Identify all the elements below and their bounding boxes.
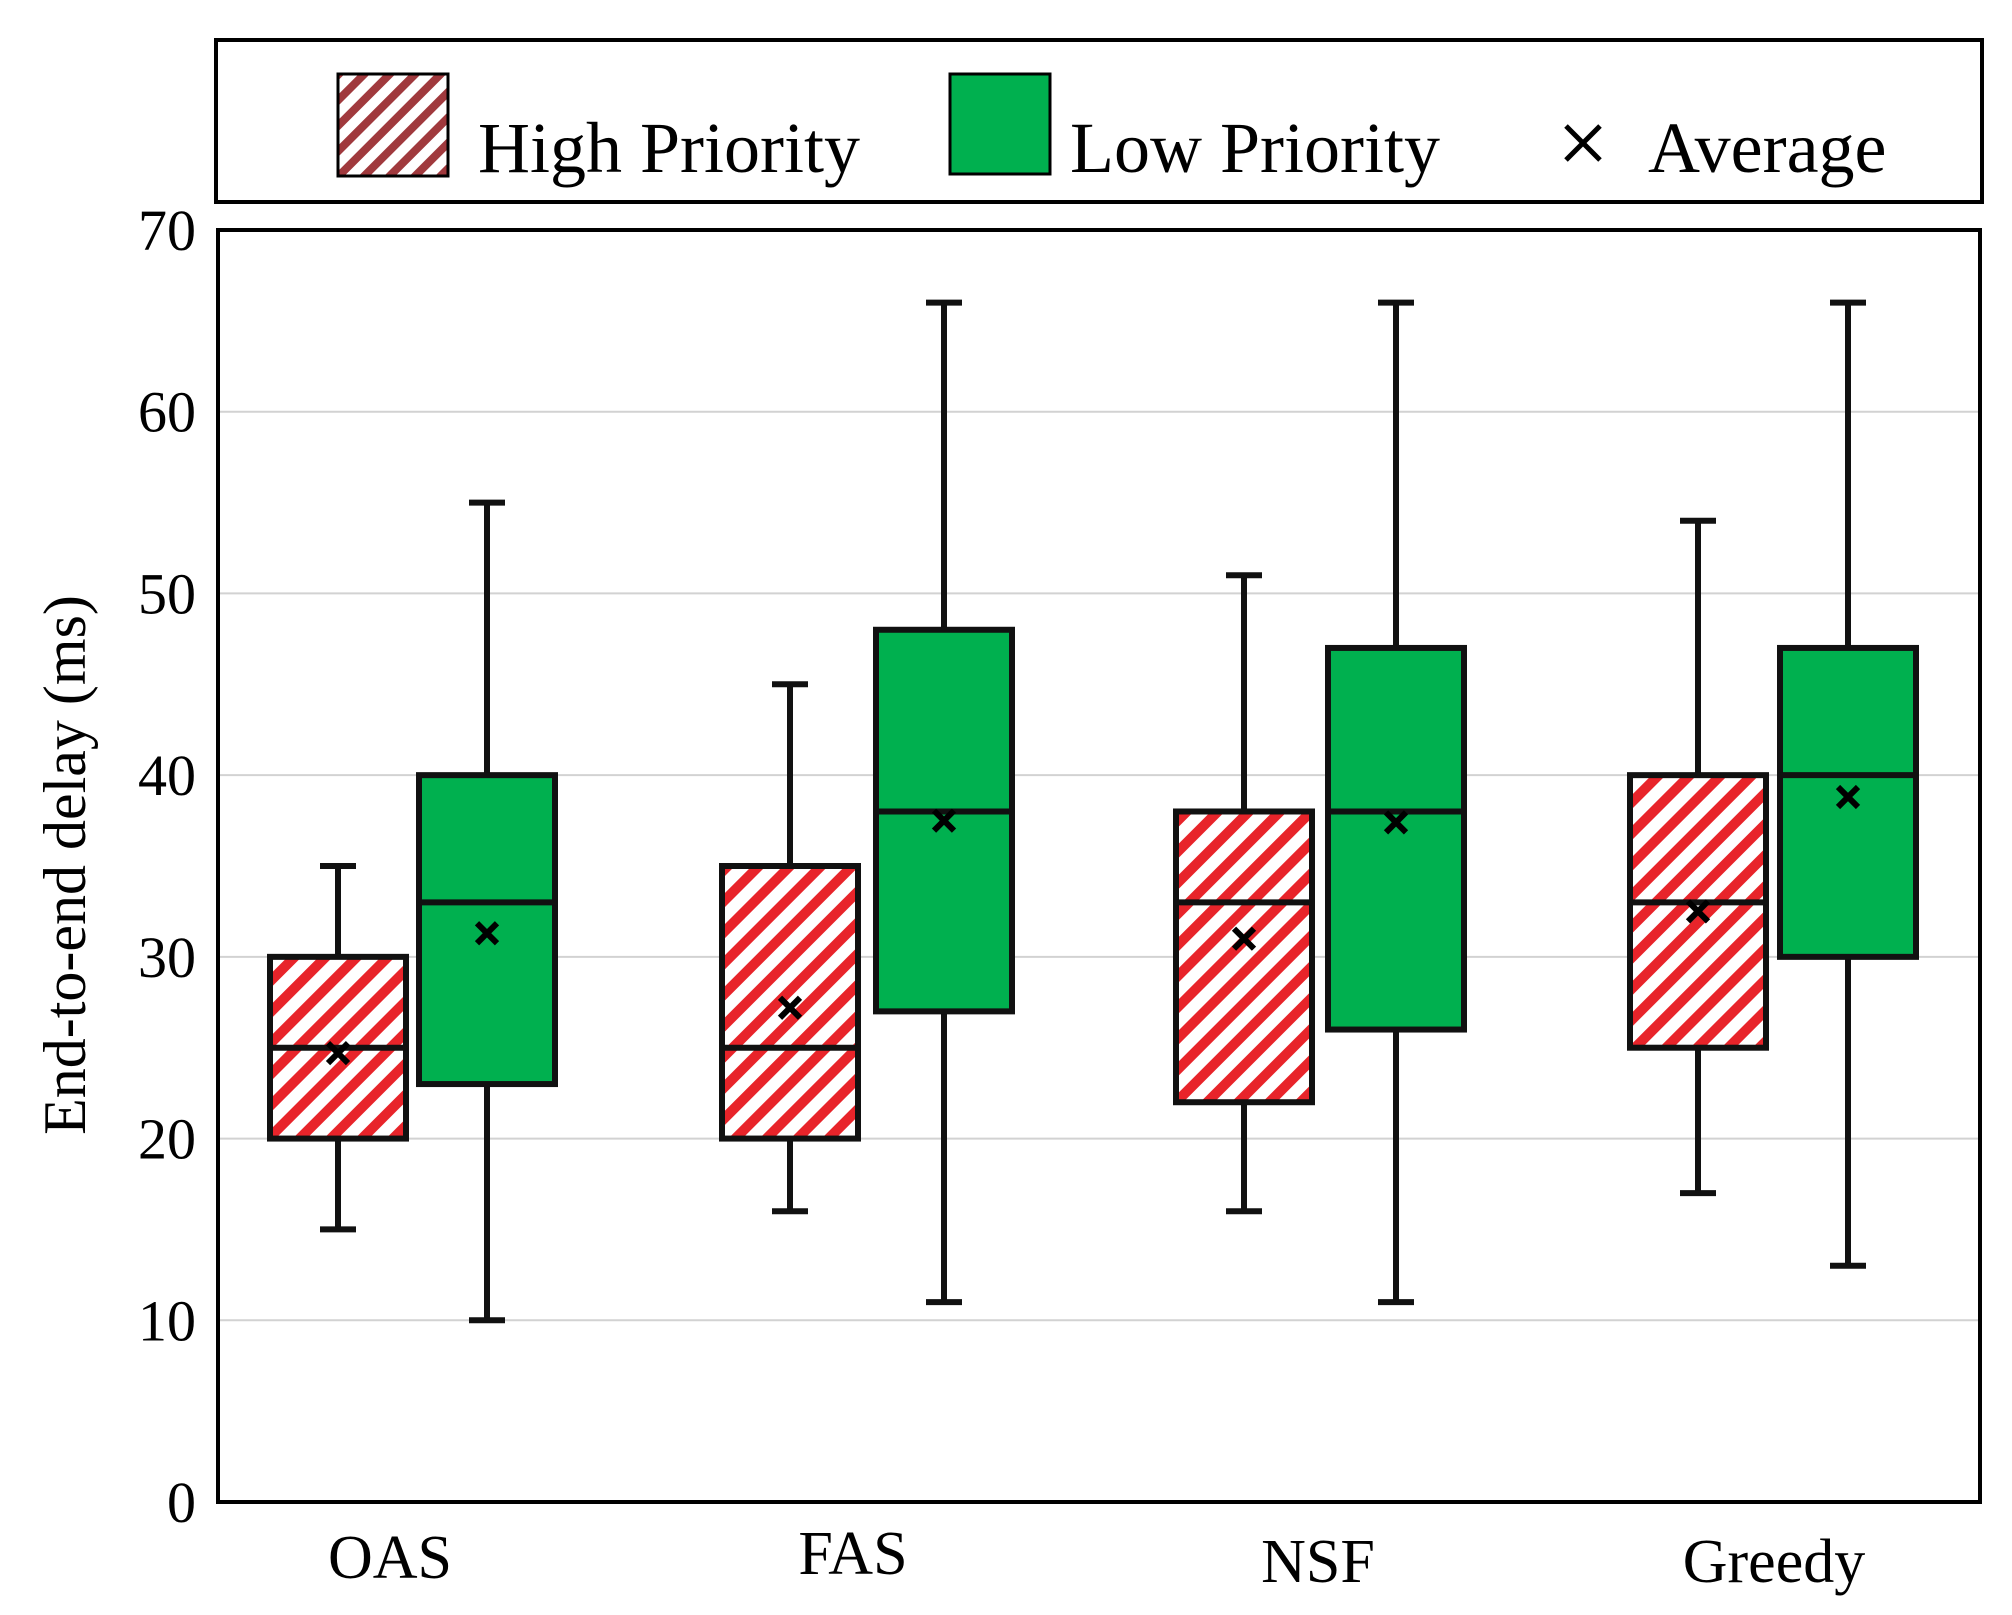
high-priority-box-nsf (1173, 572, 1315, 1215)
x-category-label: OAS (328, 1524, 452, 1592)
average-marker (1383, 810, 1409, 835)
legend-average-label: Average (1648, 108, 1887, 188)
plot-area (216, 228, 1982, 1504)
average-marker (931, 808, 957, 833)
legend-low-priority-swatch (948, 72, 1052, 176)
legend-frame (214, 38, 1984, 204)
y-axis-ticks: 0 10 20 30 40 50 60 70 (138, 198, 196, 1535)
average-marker (1231, 926, 1257, 951)
high-priority-box-greedy (1627, 517, 1769, 1197)
legend-average-marker (1564, 124, 1602, 162)
x-category-label: FAS (798, 1520, 907, 1588)
y-axis-title: End-to-end delay (ms) (32, 595, 98, 1135)
low-priority-box-fas (873, 299, 1015, 1306)
y-tick-label: 40 (138, 743, 196, 808)
box-iqr (1173, 808, 1315, 1106)
box-iqr (1777, 644, 1919, 960)
average-marker (1835, 784, 1861, 810)
average-marker (474, 921, 500, 946)
y-tick-label: 50 (138, 561, 196, 626)
high-priority-box-oas (267, 863, 409, 1233)
low-priority-box-greedy (1777, 299, 1919, 1269)
average-marker (1685, 899, 1711, 924)
y-tick-label: 70 (138, 198, 196, 263)
box-iqr (1325, 644, 1467, 1033)
x-category-label: NSF (1261, 1528, 1375, 1596)
y-tick-label: 0 (167, 1470, 196, 1535)
legend-high-priority-swatch (336, 72, 450, 178)
legend: High Priority Low Priority Average (214, 38, 1984, 204)
legend-low-priority-label: Low Priority (1070, 108, 1440, 188)
y-tick-label: 60 (138, 380, 196, 445)
average-marker (325, 1041, 351, 1066)
y-tick-label: 20 (138, 1107, 196, 1172)
legend-high-priority-label: High Priority (478, 108, 860, 188)
high-priority-box-fas (719, 681, 861, 1215)
x-category-label: Greedy (1683, 1528, 1865, 1596)
box-plots (267, 299, 1919, 1324)
low-priority-box-oas (416, 499, 558, 1324)
y-tick-label: 10 (138, 1288, 196, 1353)
low-priority-box-nsf (1325, 299, 1467, 1306)
average-marker (777, 995, 803, 1020)
y-tick-label: 30 (138, 925, 196, 990)
plot-frame (216, 228, 1982, 1504)
x-axis-categories: OAS FAS NSF Greedy (328, 1520, 1865, 1596)
box-iqr (719, 863, 861, 1142)
